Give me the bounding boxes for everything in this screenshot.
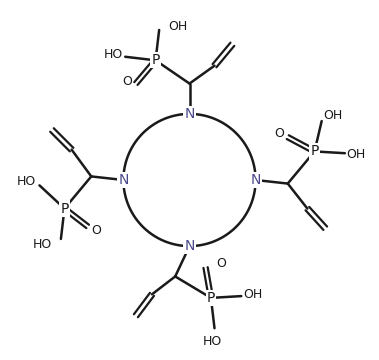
- Text: O: O: [274, 127, 284, 140]
- Text: OH: OH: [323, 109, 343, 122]
- Text: N: N: [118, 173, 128, 187]
- Text: HO: HO: [104, 49, 124, 62]
- Text: HO: HO: [17, 175, 36, 188]
- Text: N: N: [184, 107, 195, 121]
- Text: N: N: [184, 239, 195, 253]
- Text: P: P: [60, 202, 69, 216]
- Text: HO: HO: [203, 335, 222, 348]
- Text: P: P: [151, 53, 160, 67]
- Text: HO: HO: [33, 238, 52, 251]
- Text: O: O: [216, 257, 226, 270]
- Text: N: N: [251, 173, 261, 187]
- Text: OH: OH: [243, 288, 262, 301]
- Text: OH: OH: [347, 148, 366, 162]
- Text: O: O: [92, 224, 102, 237]
- Text: OH: OH: [168, 20, 187, 33]
- Text: O: O: [122, 75, 132, 88]
- Text: P: P: [207, 291, 215, 305]
- Text: P: P: [310, 144, 319, 158]
